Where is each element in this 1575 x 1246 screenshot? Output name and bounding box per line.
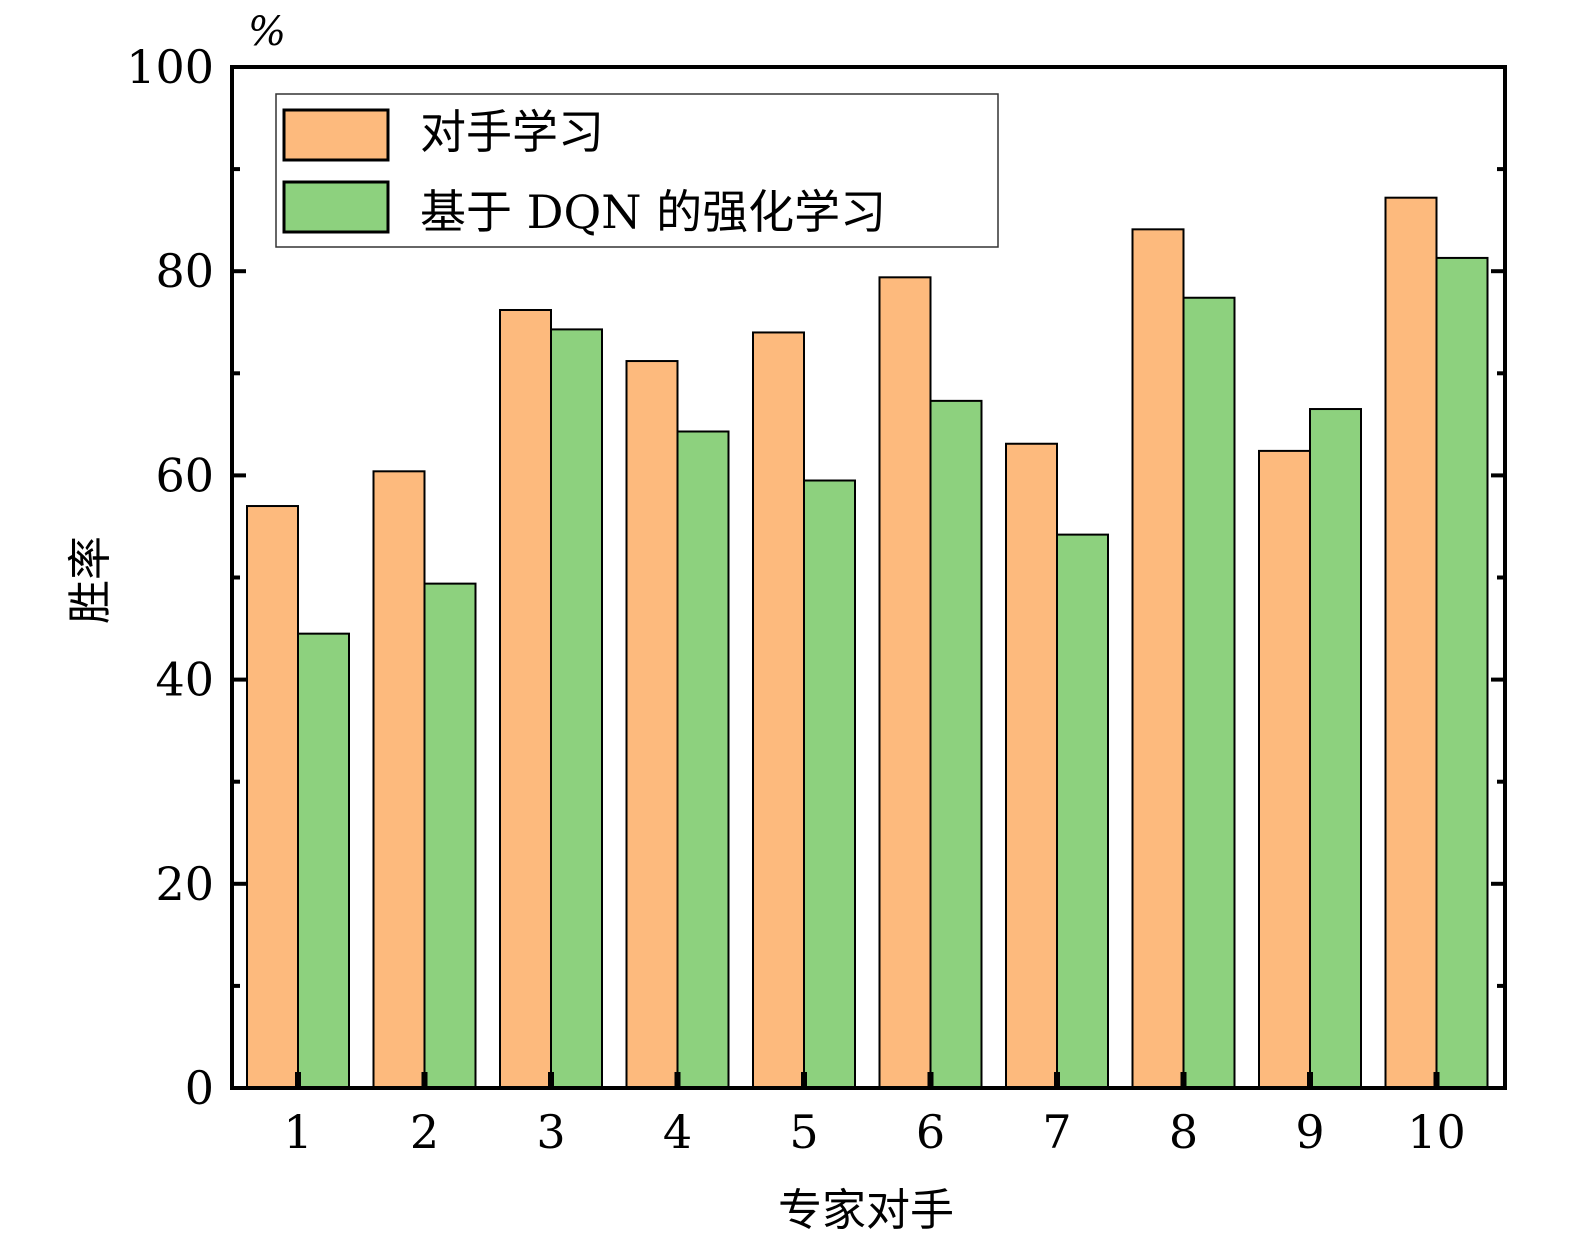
x-tick-label: 2 — [410, 1105, 439, 1159]
x-tick-label: 3 — [536, 1105, 565, 1159]
legend: 对手学习 基于 DQN 的强化学习 — [275, 93, 999, 248]
bar-series1-cat5 — [803, 479, 856, 1089]
bar-series0-cat7 — [1005, 442, 1058, 1089]
legend-box — [275, 93, 999, 248]
bar-series1-cat3 — [550, 328, 603, 1090]
bar-series1-cat4 — [676, 430, 730, 1089]
bar-series0-cat5 — [752, 331, 805, 1089]
bar-series0-cat4 — [625, 360, 679, 1090]
y-axis-label: 胜率 — [65, 536, 116, 624]
bar-series0-cat1 — [246, 505, 299, 1089]
x-tick-label: 5 — [789, 1105, 818, 1159]
x-tick-label: 4 — [663, 1105, 692, 1159]
x-tick-label: 1 — [283, 1105, 312, 1159]
bar-series1-cat2 — [423, 582, 477, 1089]
bar-series1-cat10 — [1435, 256, 1489, 1089]
bar-series1-cat7 — [1056, 533, 1109, 1089]
y-tick-label: 40 — [155, 653, 214, 707]
x-tick-label: 8 — [1169, 1105, 1198, 1159]
x-tick-label: 9 — [1295, 1105, 1324, 1159]
bar-series1-cat6 — [929, 399, 983, 1089]
legend-label-1: 基于 DQN 的强化学习 — [420, 185, 886, 239]
bar-series0-cat6 — [878, 276, 932, 1089]
bar-series1-cat8 — [1182, 296, 1236, 1090]
x-tick-label: 7 — [1042, 1105, 1071, 1159]
y-tick-label: 0 — [185, 1061, 214, 1115]
legend-swatch-1 — [282, 180, 390, 234]
x-axis-label: 专家对手 — [778, 1185, 954, 1236]
bar-series0-cat10 — [1384, 196, 1438, 1090]
legend-label-0: 对手学习 — [420, 105, 604, 159]
y-tick-label: 80 — [155, 244, 214, 298]
bar-series1-cat9 — [1309, 408, 1362, 1090]
y-tick-label: 60 — [155, 448, 214, 502]
y-tick-label: 100 — [126, 40, 214, 94]
bar-series0-cat3 — [499, 308, 552, 1089]
x-tick-label: 6 — [916, 1105, 945, 1159]
y-unit-label: % — [248, 9, 286, 55]
bar-series0-cat2 — [372, 470, 426, 1090]
bar-series0-cat9 — [1258, 449, 1311, 1089]
bar-series0-cat8 — [1131, 228, 1185, 1090]
y-tick-label: 20 — [155, 857, 214, 911]
x-tick-label: 10 — [1407, 1105, 1466, 1159]
bar-series1-cat1 — [297, 632, 350, 1090]
legend-swatch-0 — [282, 108, 390, 162]
